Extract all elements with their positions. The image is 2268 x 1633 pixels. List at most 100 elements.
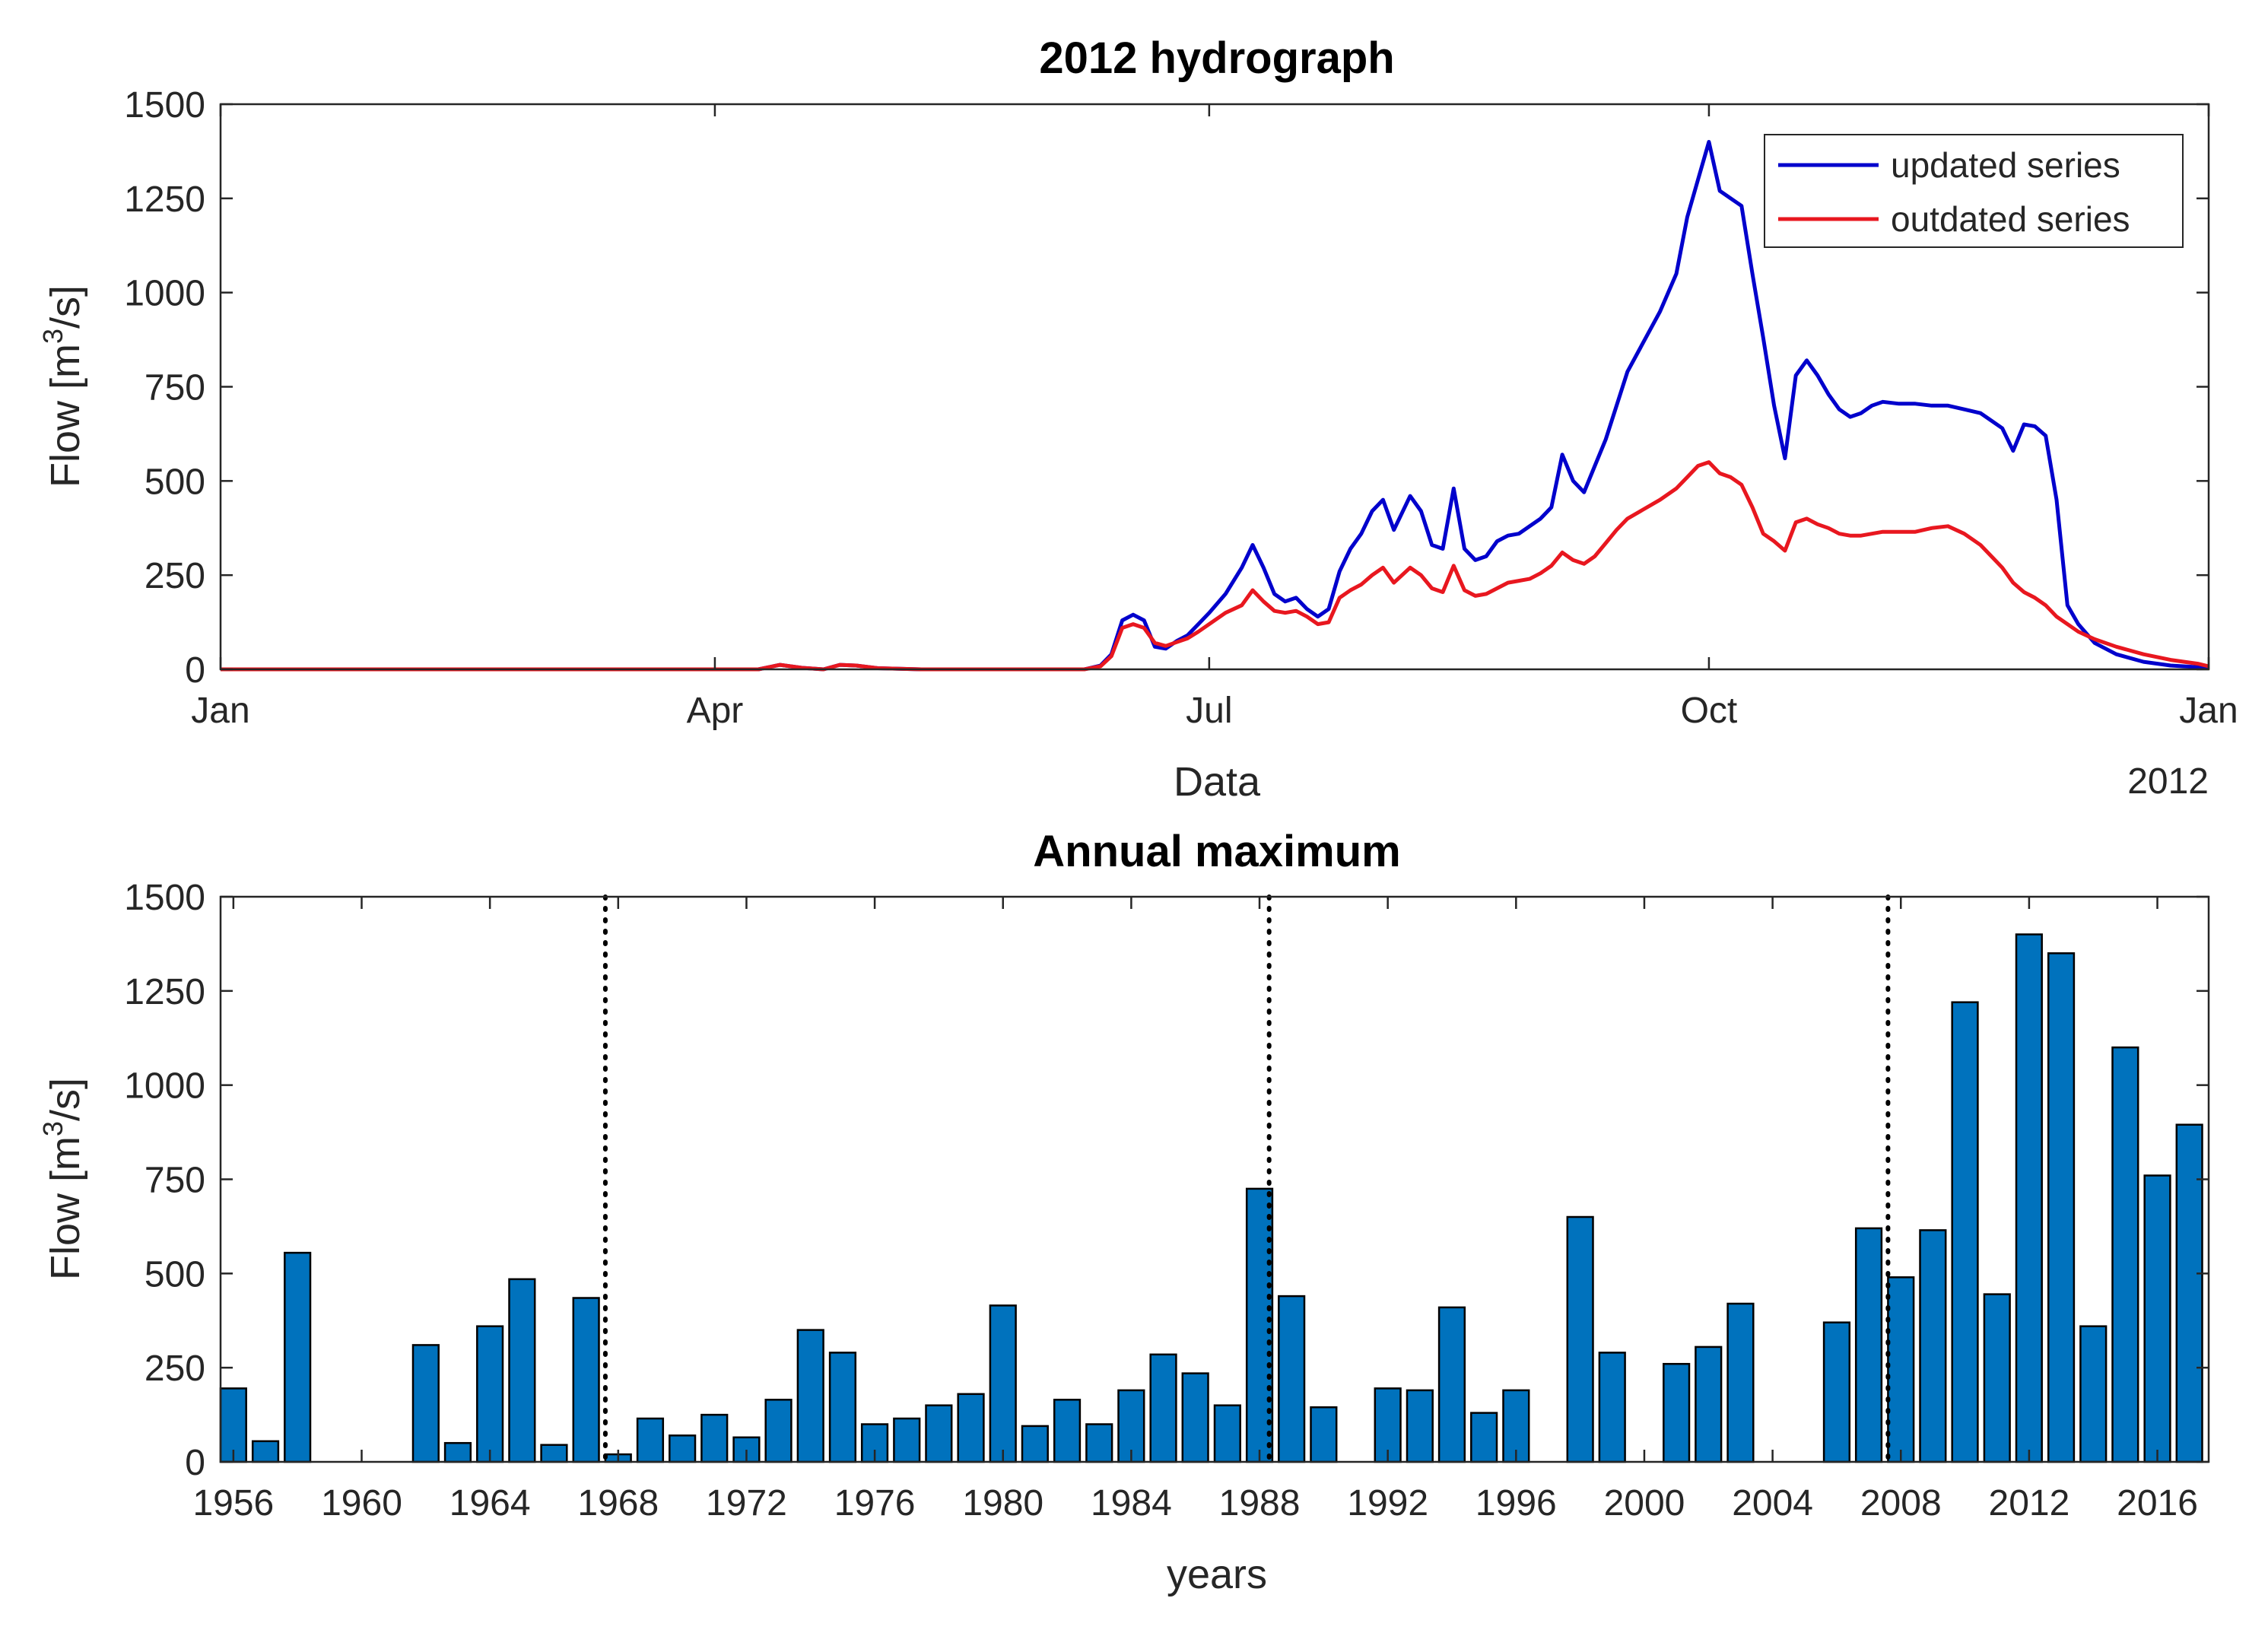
hydrograph-y-label-sup: 3 [37,329,68,344]
annual-x-tick-label: 1960 [321,1483,402,1523]
annual-x-tick-label: 1964 [449,1483,531,1523]
annual-x-tick-label: 2000 [1604,1483,1685,1523]
bar-1964 [476,1325,504,1463]
hydrograph-y-tick-label: 1250 [124,180,205,220]
bar-1988 [1245,1187,1274,1463]
bar-2011 [1983,1293,2011,1463]
annual-x-tick-label: 2004 [1732,1483,1813,1523]
bar-2002 [1695,1345,1723,1463]
annual-y-tick-label: 1000 [124,1066,205,1107]
bar-1990 [1310,1406,1338,1463]
bar-2008 [1887,1276,1915,1463]
legend-box [1764,134,2184,248]
hydrograph-title: 2012 hydrograph [1039,33,1394,83]
annual-y-label: Flow [m3/s] [37,1078,88,1280]
annual-y-tick-label: 1250 [124,972,205,1012]
hydrograph-legend: updated series outdated series [1764,134,2184,248]
annual-y-tick-label: 500 [145,1254,205,1295]
annual-x-tick-label: 1992 [1347,1483,1428,1523]
bar-2013 [2047,952,2076,1463]
annual-x-tick-label: 1956 [192,1483,274,1523]
bar-1985 [1149,1353,1177,1463]
bar-2009 [1919,1229,1947,1463]
bar-2010 [1951,1001,1979,1463]
hydrograph-y-label: Flow [m3/s] [37,285,88,488]
bar-1963 [443,1441,472,1463]
series-line-outdated [221,460,2209,672]
annual-x-tick-label: 1976 [834,1483,916,1523]
hydrograph-y-tick-label: 1000 [124,274,205,314]
annual-x-tick-label: 1984 [1091,1483,1172,1523]
hydrograph-x-tick-label: Apr [687,691,744,731]
bar-1969 [636,1417,665,1463]
bar-1958 [284,1251,312,1463]
annual-y-ticks: 0 250 500 750 1000 1250 1500 [124,878,2209,1483]
hydrograph-y-tick-label: 1500 [124,85,205,125]
annual-x-tick-label: 1980 [962,1483,1043,1523]
bar-1973 [764,1399,793,1463]
bar-1989 [1278,1295,1306,1463]
bar-2012 [2015,933,2043,1463]
hydrograph-y-tick-label: 0 [185,650,205,691]
hydrograph-x-tick-label: Jan [2179,691,2238,731]
bar-2001 [1663,1362,1691,1463]
bar-1993 [1406,1389,1434,1463]
hydrograph-y-tick-label: 500 [145,462,205,502]
bar-1978 [925,1404,953,1463]
annual-bars [219,933,2203,1463]
annual-x-tick-label: 1988 [1219,1483,1301,1523]
bar-2017 [2175,1123,2203,1463]
hydrograph-y-tick-label: 250 [145,556,205,596]
annual-x-tick-label: 2016 [2117,1483,2198,1523]
annual-x-tick-label: 2008 [1860,1483,1942,1523]
hydrograph-y-tick-label: 750 [145,368,205,408]
bar-2016 [2143,1174,2171,1463]
annual-x-tick-label: 1996 [1475,1483,1557,1523]
hydrograph-x-tick-label: Jan [191,691,249,731]
annual-y-tick-label: 0 [185,1443,205,1483]
annual-y-label-main: Flow [m [43,1136,88,1280]
bar-1981 [1021,1425,1049,1463]
bar-1994 [1437,1306,1466,1463]
hydrograph-y-ticks: 0 250 500 750 1000 1250 1500 [124,85,2209,691]
annual-x-tick-label: 1972 [706,1483,787,1523]
annual-x-ticks: 1956 1960 1964 1968 1972 1976 1980 1984 1988 1992… [192,897,2198,1523]
bar-2015 [2111,1046,2139,1463]
annual-x-tick-label: 2012 [1989,1483,2070,1523]
hydrograph-y-label-end: /s] [43,285,88,329]
annual-maximum-panel: Annual maximum 0 250 500 750 1000 1250 1500 19… [37,827,2210,1597]
annual-y-tick-label: 1500 [124,878,205,918]
hydrograph-x-tick-label: Oct [1681,691,1738,731]
hydrograph-x-ticks: Jan Apr Jul Oct Jan [191,104,2238,731]
annual-maximum-title: Annual maximum [1033,827,1400,876]
hydrograph-y-label-main: Flow [m [43,344,88,488]
bar-1967 [572,1297,600,1463]
bar-1999 [1598,1352,1626,1463]
bar-1970 [669,1434,697,1463]
hydrograph-panel: 2012 hydrograph 0 250 500 750 1000 1250 1500 J… [37,33,2238,805]
bar-1974 [796,1329,824,1463]
annual-y-tick-label: 250 [145,1349,205,1389]
bar-1975 [828,1352,857,1463]
bar-1986 [1181,1372,1209,1463]
bar-2007 [1854,1227,1883,1463]
bar-1995 [1470,1412,1498,1463]
bar-1965 [508,1278,536,1463]
bar-1982 [1053,1399,1082,1463]
annual-y-label-sup: 3 [37,1121,68,1136]
hydrograph-x-label: Data [1174,759,1261,805]
bar-1992 [1374,1387,1402,1463]
annual-x-label: years [1167,1552,1267,1597]
hydrograph-x-axis-year: 2012 [2127,761,2209,802]
bar-2014 [2079,1325,2108,1463]
bar-2003 [1726,1302,1755,1463]
bar-1983 [1085,1423,1113,1463]
bar-1998 [1566,1215,1594,1463]
bar-1987 [1213,1404,1241,1463]
annual-x-tick-label: 1968 [577,1483,659,1523]
bar-1971 [700,1413,729,1463]
bar-1979 [957,1393,985,1463]
legend-label-updated: updated series [1891,145,2120,185]
